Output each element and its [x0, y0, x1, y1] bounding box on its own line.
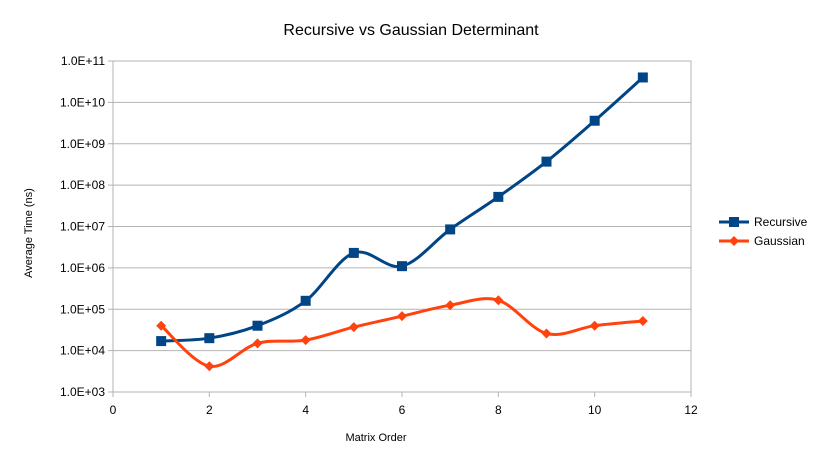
- y-axis-label: Average Time (ns): [23, 188, 35, 278]
- data-point-gaussian: [397, 311, 407, 322]
- series-group: [156, 72, 648, 372]
- y-tick-label: 1.0E+03: [60, 385, 105, 399]
- legend-marker-gaussian: [729, 236, 739, 246]
- data-point-recursive: [204, 333, 215, 344]
- series-gaussian: [156, 295, 648, 372]
- data-point-gaussian: [589, 320, 600, 331]
- legend: Recursive Gaussian: [719, 215, 808, 248]
- y-axis-ticks: 1.0E+03 1.0E+04 1.0E+05 1.0E+06 1.0E+07 1.0E+…: [60, 54, 113, 399]
- data-point-gaussian: [156, 320, 167, 331]
- data-point-recursive: [445, 224, 456, 235]
- x-tick-label: 6: [399, 403, 406, 417]
- y-tick-label: 1.0E+08: [60, 178, 105, 192]
- data-point-recursive: [493, 191, 504, 202]
- data-point-recursive: [156, 336, 167, 347]
- data-point-recursive: [397, 261, 407, 272]
- y-tick-label: 1.0E+09: [60, 137, 105, 151]
- series-recursive: [156, 72, 648, 347]
- legend-label-gaussian: Gaussian: [754, 234, 805, 248]
- data-point-gaussian: [300, 335, 311, 346]
- x-tick-label: 10: [588, 403, 602, 417]
- data-point-recursive: [300, 295, 311, 306]
- data-point-gaussian: [637, 316, 648, 327]
- y-tick-label: 1.0E+07: [60, 220, 105, 234]
- data-point-gaussian: [541, 328, 552, 339]
- y-tick-label: 1.0E+11: [61, 54, 105, 68]
- legend-label-recursive: Recursive: [754, 215, 808, 229]
- y-tick-label: 1.0E+04: [60, 344, 105, 358]
- x-tick-label: 8: [495, 403, 502, 417]
- data-point-recursive: [541, 156, 552, 167]
- legend-marker-recursive: [729, 217, 739, 227]
- x-axis-label: Matrix Order: [345, 432, 406, 444]
- x-tick-label: 12: [684, 403, 698, 417]
- data-point-recursive: [348, 247, 359, 258]
- data-point-recursive: [252, 320, 263, 331]
- data-point-gaussian: [445, 300, 456, 311]
- data-point-gaussian: [204, 361, 215, 372]
- data-point-gaussian: [493, 295, 504, 306]
- y-tick-label: 1.0E+06: [60, 261, 105, 275]
- x-tick-label: 0: [110, 403, 117, 417]
- data-point-gaussian: [348, 322, 359, 333]
- data-point-gaussian: [252, 338, 263, 349]
- legend-item-gaussian: Gaussian: [719, 234, 805, 248]
- series-line-recursive: [159, 76, 645, 343]
- x-tick-label: 2: [206, 403, 213, 417]
- chart-title: Recursive vs Gaussian Determinant: [283, 22, 539, 39]
- x-axis-ticks: 0 2 4 6 8 10 12: [110, 392, 698, 417]
- y-tick-label: 1.0E+05: [60, 302, 105, 316]
- y-tick-label: 1.0E+10: [60, 95, 105, 109]
- data-point-recursive: [589, 115, 600, 126]
- data-point-recursive: [637, 72, 648, 83]
- legend-item-recursive: Recursive: [719, 215, 808, 229]
- x-tick-label: 4: [302, 403, 309, 417]
